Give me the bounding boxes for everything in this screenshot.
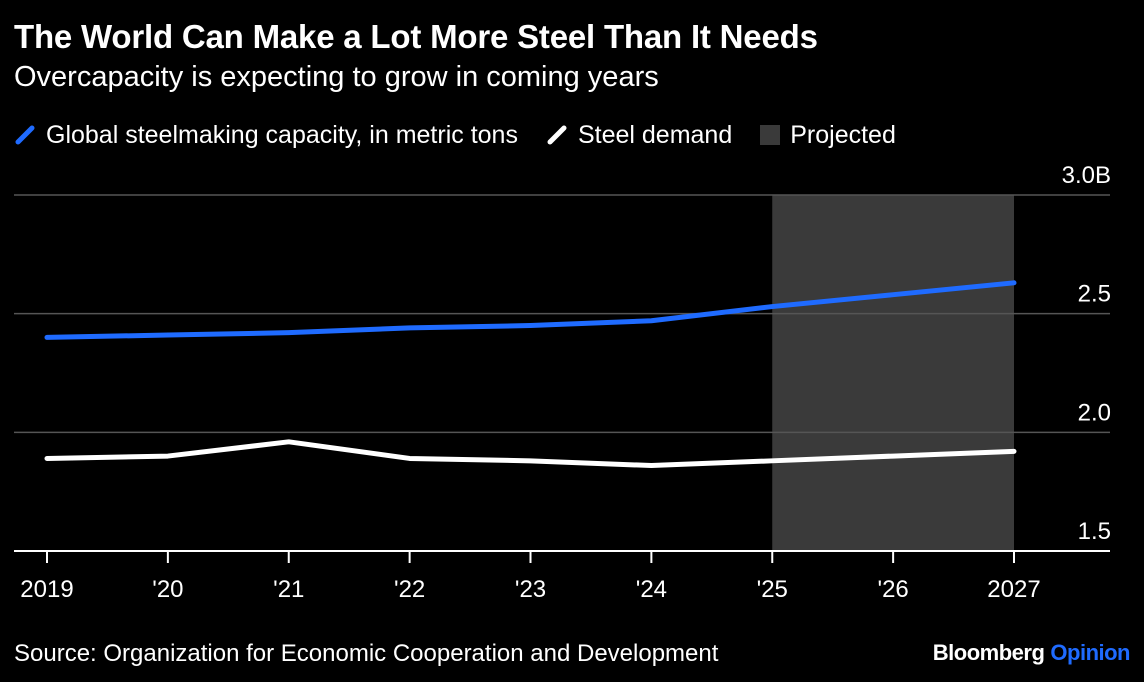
legend-label-capacity: Global steelmaking capacity, in metric t…: [46, 120, 518, 149]
legend-item-projected: Projected: [760, 121, 896, 150]
chart-subtitle: Overcapacity is expecting to grow in com…: [14, 61, 659, 93]
y-tick-label: 2.0: [1078, 399, 1111, 426]
projected-swatch-icon: [760, 125, 781, 145]
legend: Global steelmaking capacity, in metric t…: [14, 118, 924, 152]
x-tick-label: '24: [636, 576, 667, 603]
legend-item-capacity: Global steelmaking capacity, in metric t…: [14, 121, 518, 150]
y-tick-label: 1.5: [1078, 518, 1111, 545]
projected-region: [772, 195, 1014, 551]
x-tick-label: 2027: [987, 576, 1040, 603]
x-tick-label: '22: [394, 576, 425, 603]
demand-series-line: [44, 439, 1017, 469]
source-note: Source: Organization for Economic Cooper…: [14, 640, 719, 667]
capacity-series-line: [44, 280, 1017, 340]
y-tick-label: 3.0B: [1062, 162, 1111, 189]
demand-line-swatch-icon: [547, 125, 567, 145]
brand-primary: Bloomberg: [932, 640, 1045, 665]
legend-label-demand: Steel demand: [577, 120, 733, 149]
legend-label-projected: Projected: [790, 120, 896, 149]
y-tick-label: 2.5: [1078, 281, 1111, 308]
x-tick-label: '20: [152, 576, 183, 603]
x-tick-label: '21: [273, 576, 304, 603]
x-tick-label: 2019: [20, 576, 73, 603]
x-tick-label: '23: [515, 576, 546, 603]
legend-item-demand: Steel demand: [546, 121, 732, 150]
x-tick-label: '25: [757, 576, 788, 603]
brand-secondary: Opinion: [1050, 640, 1130, 665]
x-tick-label: '26: [877, 576, 908, 603]
capacity-line-swatch-icon: [15, 125, 35, 145]
chart-title: The World Can Make a Lot More Steel Than…: [14, 18, 818, 55]
brand-logo: Bloomberg Opinion: [932, 640, 1131, 666]
